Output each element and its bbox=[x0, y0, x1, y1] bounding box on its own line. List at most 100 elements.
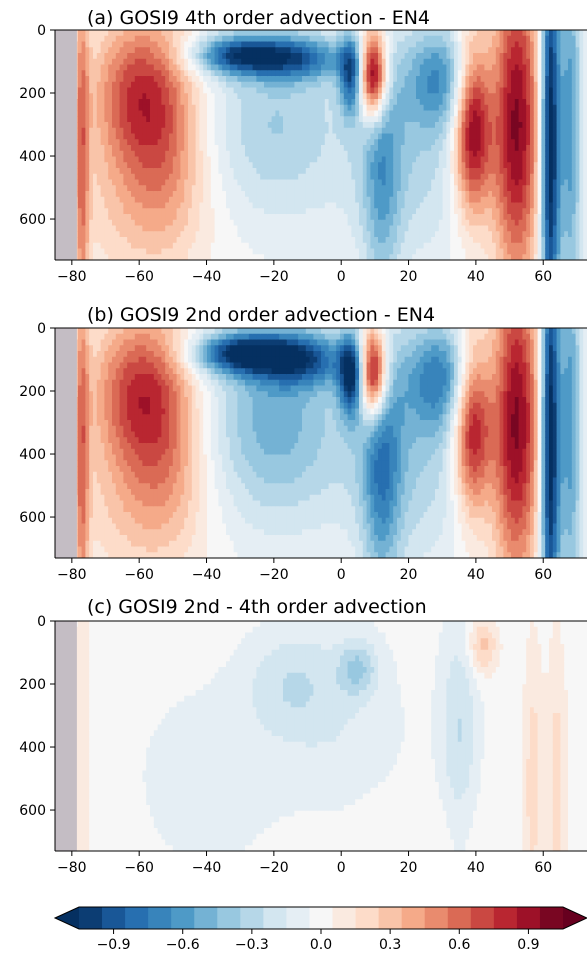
panel-a-cell bbox=[518, 58, 523, 66]
panel-a-cell bbox=[503, 248, 508, 255]
panel-a-cell bbox=[514, 87, 520, 94]
panel-a-cell bbox=[324, 237, 330, 244]
panel-a-cell bbox=[89, 139, 94, 146]
panel-a-cell bbox=[157, 81, 162, 89]
panel-a-cell bbox=[340, 168, 345, 175]
panel-a-cell bbox=[298, 139, 303, 146]
panel-a-cell bbox=[347, 53, 352, 60]
panel-a-cell bbox=[408, 196, 413, 204]
panel-a-cell bbox=[81, 41, 86, 48]
panel-a-cell bbox=[294, 248, 299, 255]
panel-a-cell bbox=[317, 47, 322, 54]
panel-a-cell bbox=[226, 214, 231, 221]
panel-a-cell bbox=[359, 254, 364, 260]
panel-a-cell bbox=[207, 219, 212, 227]
panel-a-cell bbox=[442, 168, 447, 175]
panel-a-cell bbox=[252, 208, 257, 215]
panel-a-cell bbox=[283, 225, 288, 232]
panel-a-cell bbox=[245, 191, 250, 198]
panel-a-cell bbox=[324, 133, 330, 140]
panel-a-cell bbox=[317, 35, 322, 43]
panel-a-cell bbox=[457, 93, 463, 100]
panel-a-cell bbox=[461, 248, 466, 255]
panel-a-cell bbox=[203, 248, 208, 255]
panel-a-cell bbox=[256, 242, 261, 250]
panel-a-cell bbox=[233, 110, 238, 117]
panel-a-cell bbox=[283, 191, 288, 198]
panel-a-cell bbox=[514, 116, 520, 123]
panel-a-cell bbox=[332, 127, 337, 135]
panel-a-cell bbox=[343, 35, 349, 43]
panel-a-cell bbox=[362, 99, 368, 106]
panel-a-cell bbox=[381, 173, 387, 181]
panel-a-cell bbox=[507, 219, 512, 227]
panel-a-cell bbox=[305, 139, 311, 146]
panel-a-cell bbox=[324, 53, 330, 60]
panel-a-cell bbox=[503, 139, 508, 146]
panel-a-cell bbox=[484, 254, 489, 260]
panel-a-cell bbox=[96, 173, 102, 181]
panel-a-cell bbox=[404, 145, 409, 152]
panel-a-cell bbox=[127, 219, 132, 227]
panel-a-cell bbox=[370, 116, 375, 123]
panel-a-cell bbox=[81, 208, 86, 215]
panel-a-cell bbox=[305, 47, 311, 54]
panel-a-cell bbox=[172, 145, 178, 152]
panel-a-cell bbox=[218, 179, 223, 186]
panel-a-cell bbox=[397, 104, 402, 112]
panel-a-cell bbox=[423, 58, 428, 66]
panel-a-cell bbox=[359, 150, 364, 158]
panel-a-cell bbox=[218, 64, 223, 71]
panel-a-cell bbox=[389, 208, 394, 215]
panel-a-cell bbox=[450, 225, 455, 232]
panel-a-cell bbox=[279, 122, 284, 129]
panel-a-cell bbox=[264, 219, 269, 227]
panel-a-cell bbox=[180, 47, 185, 54]
panel-a-cell bbox=[275, 225, 280, 232]
panel-a-cell bbox=[465, 208, 470, 215]
panel-a-cell bbox=[260, 214, 265, 221]
panel-a-cell bbox=[283, 30, 288, 37]
panel-a-cell bbox=[85, 116, 90, 123]
panel-a-cell bbox=[442, 35, 447, 43]
panel-a-cell bbox=[267, 81, 273, 89]
panel-a-cell bbox=[233, 93, 238, 100]
panel-a-cell bbox=[96, 185, 102, 192]
panel-a-cell bbox=[298, 93, 303, 100]
panel-a-cell bbox=[150, 30, 155, 37]
panel-a-cell bbox=[332, 47, 337, 54]
panel-a-cell bbox=[210, 93, 216, 100]
panel-a-cell bbox=[176, 104, 181, 112]
panel-a-cell bbox=[423, 41, 428, 48]
panel-a-cell bbox=[96, 122, 102, 129]
panel-a-cell bbox=[450, 196, 455, 204]
panel-a-cell bbox=[351, 162, 356, 169]
panel-a-cell bbox=[324, 76, 330, 83]
panel-a-cell bbox=[267, 70, 273, 77]
panel-a-cell bbox=[150, 145, 155, 152]
panel-a-cell bbox=[465, 254, 470, 260]
panel-a-cell bbox=[446, 191, 451, 198]
panel-a-cell bbox=[188, 30, 193, 37]
panel-a-cell bbox=[370, 104, 375, 112]
panel-a-cell bbox=[343, 64, 349, 71]
panel-a-cell bbox=[332, 156, 337, 163]
panel-a-cell bbox=[131, 254, 136, 260]
panel-a-cell bbox=[461, 231, 466, 238]
panel-a-cell bbox=[488, 58, 493, 66]
panel-a-cell bbox=[283, 173, 288, 181]
panel-a-cell bbox=[203, 87, 208, 94]
panel-a-cell bbox=[123, 93, 128, 100]
panel-a-cell bbox=[442, 185, 447, 192]
panel-a-cell bbox=[267, 179, 273, 186]
panel-a-cell bbox=[438, 30, 444, 37]
panel-a-cell bbox=[324, 231, 330, 238]
panel-a-cell bbox=[210, 30, 216, 37]
panel-a-cell bbox=[134, 254, 140, 260]
panel-a-cell bbox=[188, 179, 193, 186]
panel-a-cell bbox=[351, 150, 356, 158]
panel-a-cell bbox=[480, 219, 485, 227]
panel-a-cell bbox=[313, 104, 318, 112]
panel-a-cell bbox=[176, 231, 181, 238]
panel-a-cell bbox=[522, 41, 527, 48]
